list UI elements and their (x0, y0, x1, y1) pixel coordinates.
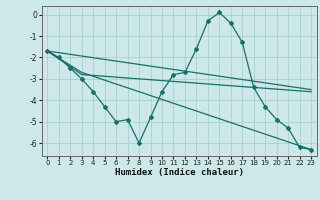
X-axis label: Humidex (Indice chaleur): Humidex (Indice chaleur) (115, 168, 244, 177)
